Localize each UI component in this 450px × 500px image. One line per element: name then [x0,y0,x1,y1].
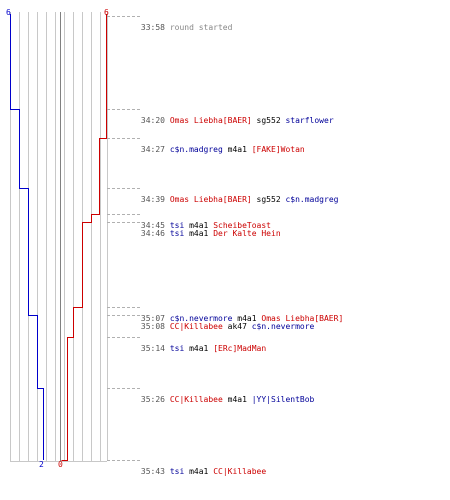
log-row: 35:26 CC|Killabee m4a1 |YY|SilentBob [112,382,314,404]
event-time: 35:08 [140,322,165,331]
event-time: 34:20 [140,116,165,125]
event-time: 35:43 [140,467,165,476]
blue-end-score: 2 [39,460,44,469]
event-weapon: ak47 [227,322,247,331]
event-time: 34:39 [140,195,165,204]
event-weapon: m4a1 [227,145,247,154]
log-row: 34:20 Omas Liebha[BAER] sg552 starflower [112,103,334,125]
log-row: 33:58 round started [112,10,233,32]
log-row: 35:43 tsi m4a1 CC|Killabee [112,454,266,476]
event-killer: tsi [169,344,185,353]
log-row: 35:08 CC|Killabee ak47 c$n.nevermore [112,309,314,331]
event-time: 34:27 [140,145,165,154]
event-victim: CC|Killabee [213,467,267,476]
event-victim: c$n.nevermore [251,322,315,331]
event-weapon: sg552 [256,195,281,204]
red-score-line [61,14,107,461]
blue-start-score: 6 [6,8,11,17]
event-killer: tsi [169,229,185,238]
event-weapon: m4a1 [189,229,209,238]
event-killer: Omas Liebha[BAER] [169,116,252,125]
log-row: 34:39 Omas Liebha[BAER] sg552 c$n.madgre… [112,182,339,204]
event-killer: tsi [169,467,185,476]
blue-score-line [10,14,44,460]
event-weapon: m4a1 [237,314,257,323]
event-victim: [ERc]MadMan [213,344,267,353]
event-killer: tsi [169,221,185,230]
event-weapon: m4a1 [189,467,209,476]
event-time: 33:58 [140,23,165,32]
event-note: round started [169,23,233,32]
event-time: 34:46 [140,229,165,238]
event-weapon: m4a1 [189,344,209,353]
event-time: 34:45 [140,221,165,230]
event-weapon: sg552 [256,116,281,125]
event-victim: c$n.madgreg [285,195,339,204]
event-victim: Omas Liebha[BAER] [261,314,344,323]
event-weapon: m4a1 [189,221,209,230]
event-victim: ScheibeToast [213,221,271,230]
log-row: 34:27 c$n.madgreg m4a1 [FAKE]Wotan [112,132,305,154]
event-killer: c$n.nevermore [169,314,233,323]
event-weapon: m4a1 [227,395,247,404]
red-end-score: 0 [58,460,63,469]
event-victim: Der Kalte Hein [213,229,281,238]
event-victim: [FAKE]Wotan [251,145,305,154]
log-row: 34:45 tsi m4a1 ScheibeToast [112,208,271,230]
event-victim: |YY|SilentBob [251,395,315,404]
event-victim: starflower [285,116,334,125]
red-start-score: 6 [104,8,109,17]
event-time: 35:07 [140,314,165,323]
event-time: 35:14 [140,344,165,353]
event-killer: c$n.madgreg [169,145,223,154]
event-time: 35:26 [140,395,165,404]
event-killer: CC|Killabee [169,395,223,404]
log-row: 35:14 tsi m4a1 [ERc]MadMan [112,331,266,353]
log-row: 34:46 tsi m4a1 Der Kalte Hein [112,216,281,238]
event-killer: CC|Killabee [169,322,223,331]
event-killer: Omas Liebha[BAER] [169,195,252,204]
log-row: 35:07 c$n.nevermore m4a1 Omas Liebha[BAE… [112,301,343,323]
